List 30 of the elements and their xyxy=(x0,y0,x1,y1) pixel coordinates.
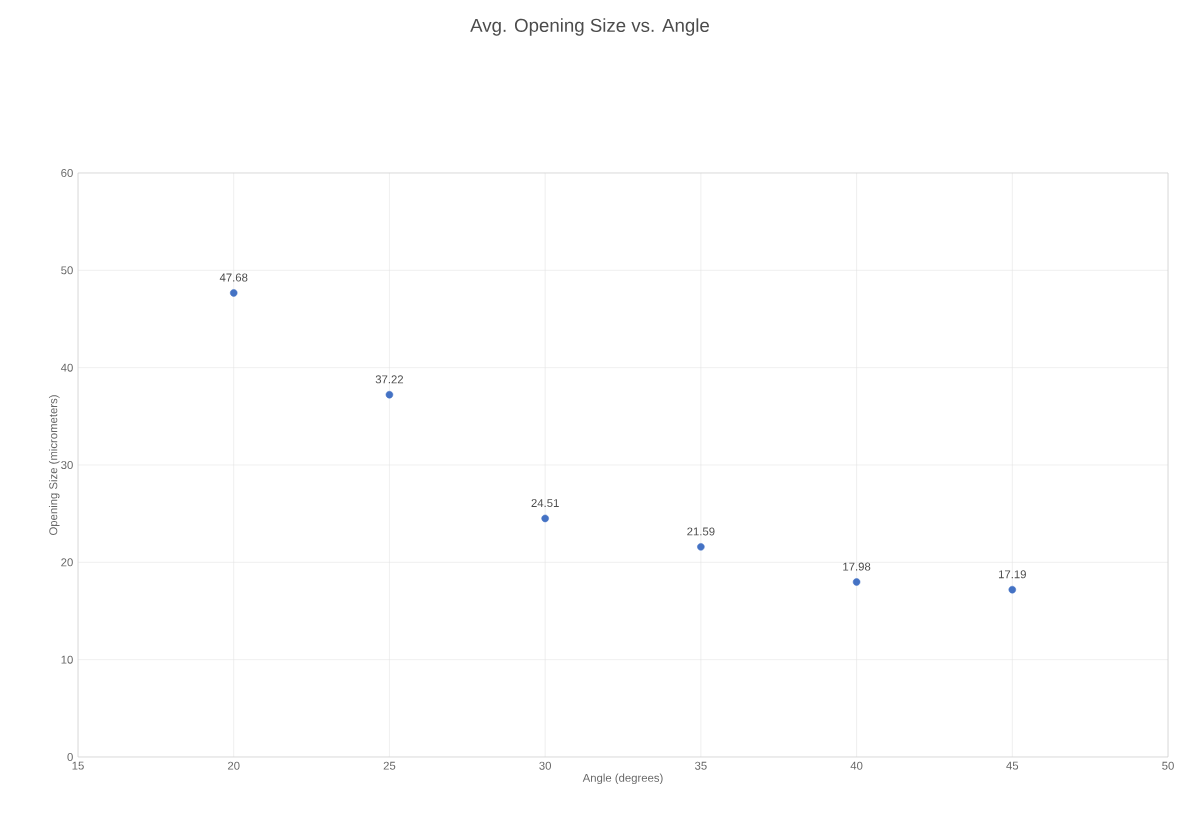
y-tick-label: 30 xyxy=(61,460,73,469)
data-label: 37.22 xyxy=(375,375,404,384)
point xyxy=(852,578,861,586)
y-tick-label: 20 xyxy=(61,558,73,567)
x-tick-label: 25 xyxy=(383,761,396,770)
y-axis-title: Opening Size (micrometers) xyxy=(48,395,60,535)
y-tick-label: 60 xyxy=(61,168,73,177)
data-label: 21.59 xyxy=(687,527,715,536)
data-label: 24.51 xyxy=(531,499,559,508)
point xyxy=(541,514,549,523)
x-axis-title: Angle (degrees) xyxy=(582,773,663,785)
x-tick-label: 40 xyxy=(850,761,863,770)
x-tick-label: 45 xyxy=(1006,761,1019,770)
data-label: 17.98 xyxy=(843,562,871,571)
point xyxy=(1008,585,1017,594)
x-tick-label: 35 xyxy=(695,761,707,770)
point xyxy=(229,289,238,297)
data-label: 17.19 xyxy=(998,570,1026,579)
x-tick-label: 30 xyxy=(539,761,551,770)
y-tick-label: 40 xyxy=(60,363,73,372)
chart-title: Avg. Opening Size vs. Angle xyxy=(470,18,709,36)
y-tick-label: 10 xyxy=(61,655,73,664)
point xyxy=(385,390,394,399)
x-tick-label: 15 xyxy=(72,761,84,770)
data-label: 47.68 xyxy=(219,273,248,282)
point xyxy=(697,543,705,551)
x-tick-label: 50 xyxy=(1162,761,1174,770)
y-tick-label: 0 xyxy=(67,753,73,761)
y-tick-label: 50 xyxy=(61,266,73,275)
x-tick-label: 20 xyxy=(227,761,240,770)
